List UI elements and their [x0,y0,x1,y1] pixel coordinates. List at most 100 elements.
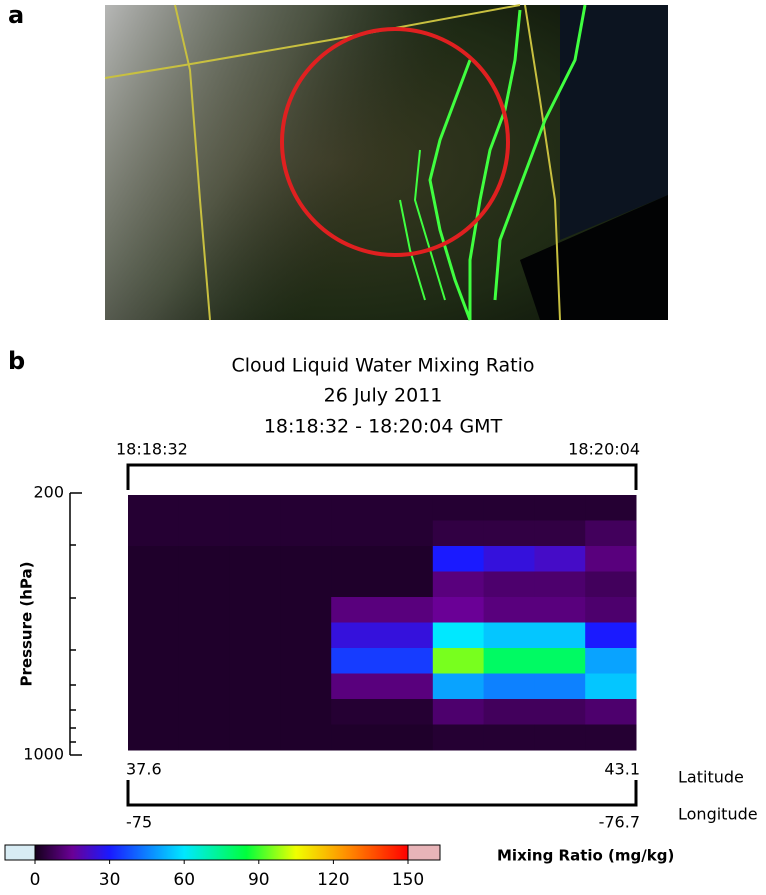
heatmap-cell [128,495,179,521]
heatmap-cell [179,495,230,521]
heatmap-cell [128,725,179,751]
heatmap-cell [433,521,484,547]
heatmap-cell [484,597,535,623]
heatmap-cell [382,623,433,649]
heatmap-cell [331,521,382,547]
heatmap-cell [484,572,535,598]
heatmap-cell [484,674,535,700]
heatmap-cell [280,495,331,521]
heatmap-cell [484,725,535,751]
heatmap-cell [230,674,281,700]
heatmap-cell [585,648,636,674]
heatmap-cell [280,546,331,572]
heatmap-cell [585,546,636,572]
heatmap-cell [179,674,230,700]
y-axis-label: Pressure (hPa) [18,562,36,687]
colorbar-tick-label: 60 [173,870,195,890]
colorbar-label: Mixing Ratio (mg/kg) [497,847,674,865]
axis-label: Longitude [678,805,758,824]
heatmap-cell [534,546,585,572]
heatmap-cell [280,648,331,674]
heatmap-cell [433,572,484,598]
colorbar-under [5,845,35,860]
pressure-axis [70,493,76,755]
chart-title: Cloud Liquid Water Mixing Ratio [232,355,535,377]
heatmap-cell [230,597,281,623]
heatmap-cell [382,725,433,751]
longitude-label: -76.7 [599,813,640,832]
heatmap-cell [433,495,484,521]
heatmap-cell [585,623,636,649]
longitude-label: -75 [126,813,152,832]
heatmap-cell [179,725,230,751]
colorbar-tick-label: 0 [30,870,41,890]
chart-title: 26 July 2011 [324,385,443,407]
heatmap-cell [128,648,179,674]
heatmap-cell [585,725,636,751]
heatmap-cell [534,648,585,674]
heatmap-cell [280,699,331,725]
heatmap-cell [484,546,535,572]
heatmap-cell [128,521,179,547]
heatmap-cell [484,495,535,521]
heatmap-cell [179,597,230,623]
heatmap-cell [382,597,433,623]
heatmap-cell [433,597,484,623]
heatmap-cell [484,699,535,725]
heatmap-cell [280,597,331,623]
heatmap-cell [331,674,382,700]
heatmap-cell [585,495,636,521]
heatmap-cell [534,674,585,700]
heatmap-cell [382,648,433,674]
heatmap-cell [382,495,433,521]
heatmap-cell [331,725,382,751]
heatmap-cell [382,699,433,725]
heatmap-cell [179,648,230,674]
heatmap-cell [534,725,585,751]
heatmap-cell [331,572,382,598]
axis-label: Latitude [678,768,744,787]
latitude-label: 43.1 [604,760,640,779]
heatmap-cell [230,648,281,674]
heatmap-cell [433,674,484,700]
heatmap-cell [585,699,636,725]
heatmap-cell [382,546,433,572]
heatmap-cell [331,699,382,725]
heatmap-cell [534,623,585,649]
heatmap-cell [230,546,281,572]
time-label: 18:20:04 [568,440,640,459]
heatmap-cell [433,725,484,751]
colorbar-tick-label: 90 [248,870,270,890]
colorbar-tick-label: 150 [392,870,424,890]
heatmap-cell [128,674,179,700]
heatmap-cell [230,699,281,725]
heatmap-cell [382,572,433,598]
colorbar-over [408,845,440,860]
time-label: 18:18:32 [116,440,188,459]
heatmap-cell [128,572,179,598]
colorbar-tick-label: 120 [317,870,349,890]
panel-label: a [8,1,24,29]
heatmap-cell [534,495,585,521]
heatmap-cell [382,521,433,547]
heatmap-cell [331,495,382,521]
heatmap-cell [484,623,535,649]
heatmap-cell [585,674,636,700]
heatmap-cell [382,674,433,700]
heatmap-cell [331,623,382,649]
heatmap-cell [534,699,585,725]
colorbar-tick-label: 30 [99,870,121,890]
heatmap-cell [230,725,281,751]
heatmap-cell [585,597,636,623]
heatmap-cell [280,623,331,649]
heatmap-cell [179,623,230,649]
panel-label: b [8,347,25,375]
heatmap-cell [433,623,484,649]
heatmap-cell [585,521,636,547]
heatmap-cell [484,648,535,674]
latitude-label: 37.6 [126,760,162,779]
heatmap-cell [433,546,484,572]
heatmap-cell [331,648,382,674]
heatmap-cell [179,521,230,547]
